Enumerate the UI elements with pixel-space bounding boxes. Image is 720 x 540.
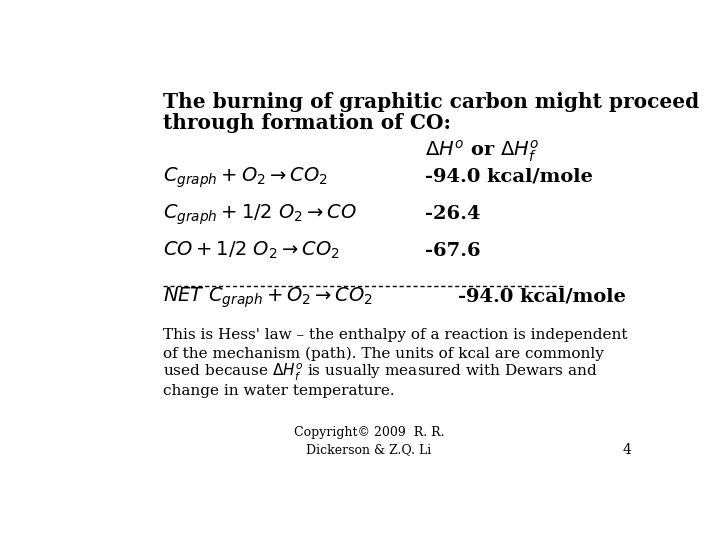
- Text: Copyright© 2009  R. R.
Dickerson & Z.Q. Li: Copyright© 2009 R. R. Dickerson & Z.Q. L…: [294, 426, 444, 457]
- Text: $CO + 1/2\ O_2 \rightarrow  CO_2$: $CO + 1/2\ O_2 \rightarrow CO_2$: [163, 240, 339, 261]
- Text: 4: 4: [622, 443, 631, 457]
- Text: -94.0 kcal/mole: -94.0 kcal/mole: [458, 288, 626, 306]
- Text: $NET\ C_{graph} + O_2 \rightarrow  CO_2$: $NET\ C_{graph} + O_2 \rightarrow CO_2$: [163, 286, 372, 310]
- Text: through formation of CO:: through formation of CO:: [163, 113, 451, 133]
- Text: of the mechanism (path). The units of kcal are commonly: of the mechanism (path). The units of kc…: [163, 347, 603, 361]
- Text: used because $\Delta H_f^o$ is usually measured with Dewars and: used because $\Delta H_f^o$ is usually m…: [163, 362, 598, 383]
- Text: $C_{graph} + O_2 \rightarrow  CO_2$: $C_{graph} + O_2 \rightarrow CO_2$: [163, 165, 328, 190]
- Text: change in water temperature.: change in water temperature.: [163, 384, 394, 399]
- Text: -26.4: -26.4: [425, 205, 480, 222]
- Text: The burning of graphitic carbon might proceed: The burning of graphitic carbon might pr…: [163, 92, 699, 112]
- Text: -94.0 kcal/mole: -94.0 kcal/mole: [425, 167, 593, 185]
- Text: $\Delta H^o$ or $\Delta H_f^o$: $\Delta H^o$ or $\Delta H_f^o$: [425, 139, 539, 164]
- Text: $C_{graph} + 1/2\ O_2 \rightarrow  CO$: $C_{graph} + 1/2\ O_2 \rightarrow CO$: [163, 202, 356, 227]
- Text: This is Hess' law – the enthalpy of a reaction is independent: This is Hess' law – the enthalpy of a re…: [163, 328, 627, 342]
- Text: -67.6: -67.6: [425, 242, 480, 260]
